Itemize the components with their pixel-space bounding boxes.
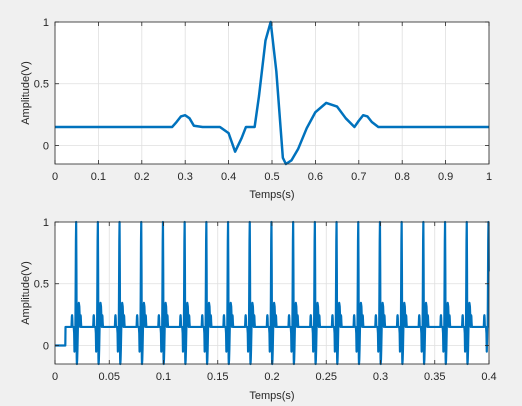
x-tick-label: 0.9: [438, 171, 453, 183]
y-axis-label-bottom: Amplitude(V): [20, 261, 32, 325]
x-tick-label: 0.1: [91, 171, 106, 183]
y-tick-label: 0.5: [34, 279, 49, 291]
axes-top: 0 0.1 0.2 0.3 0.4 0.5 0.6 0.7 0.8 0.9 1 0 0.5 1 Temps…: [20, 17, 492, 201]
y-tick-label: 0: [43, 340, 49, 352]
x-tick-label: 0.2: [264, 371, 279, 383]
x-axis-label-bottom: Temps(s): [249, 390, 294, 402]
y-tick-label: 1: [43, 217, 49, 229]
axes-bottom: 0 0.05 0.1 0.15 0.2 0.25 0.3 0.35 0.4 0 0.5 1 Temps…: [20, 217, 497, 402]
x-tick-label: 0.25: [316, 371, 337, 383]
x-tick-label: 0.05: [99, 371, 120, 383]
x-tick-label: 0.7: [351, 171, 366, 183]
x-tick-label: 0: [52, 371, 58, 383]
x-tick-label: 0.6: [308, 171, 323, 183]
x-tick-label: 0: [52, 171, 58, 183]
x-tick-label: 0.4: [481, 371, 496, 383]
y-tick-label: 0.5: [34, 79, 49, 91]
x-tick-label: 0.35: [424, 371, 445, 383]
x-tick-label: 0.3: [178, 171, 193, 183]
signal-line-top: [55, 20, 489, 166]
x-tick-label: 1: [486, 171, 492, 183]
signal-line-bottom: [55, 220, 490, 366]
x-tick-label: 0.1: [156, 371, 171, 383]
y-tick-label: 1: [43, 17, 49, 29]
x-tick-label: 0.2: [134, 171, 149, 183]
y-axis-label-top: Amplitude(V): [20, 61, 32, 125]
x-tick-label: 0.5: [264, 171, 279, 183]
x-tick-label: 0.3: [373, 371, 388, 383]
x-tick-label: 0.8: [395, 171, 410, 183]
x-axis-label-top: Temps(s): [249, 189, 294, 201]
ticks-top: 0 0.1 0.2 0.3 0.4 0.5 0.6 0.7 0.8 0.9 1 0 0.5 1: [34, 17, 492, 183]
x-tick-label: 0.15: [207, 371, 228, 383]
ticks-bottom: 0 0.05 0.1 0.15 0.2 0.25 0.3 0.35 0.4 0 0.5 1: [34, 217, 497, 383]
x-tick-label: 0.4: [221, 171, 236, 183]
y-tick-label: 0: [43, 140, 49, 152]
